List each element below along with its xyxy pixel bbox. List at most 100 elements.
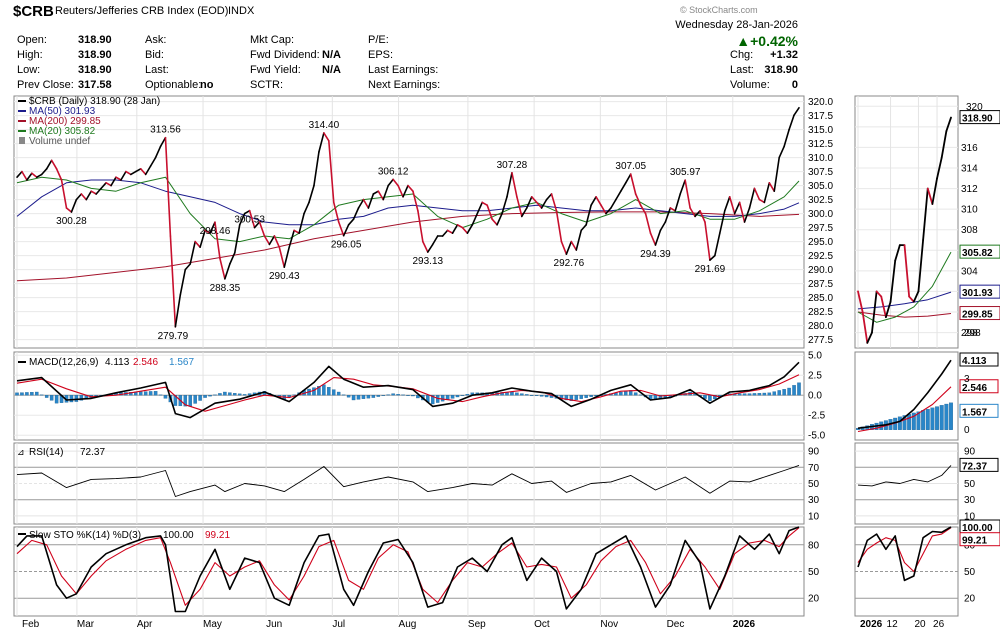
price-segment <box>550 193 558 212</box>
inset-tick-label: 312 <box>961 184 978 195</box>
price-segment <box>629 173 637 195</box>
macd-histogram-bar <box>39 394 44 396</box>
price-segment <box>441 229 449 237</box>
macd-histogram-bar <box>327 387 331 396</box>
macd-histogram-bar <box>401 394 405 396</box>
price-tick-label: 300.0 <box>808 209 833 220</box>
price-segment <box>144 165 152 176</box>
quote-label: Mkt Cap: <box>250 34 295 46</box>
price-tick-label: 317.5 <box>808 111 833 122</box>
price-segment <box>219 257 226 280</box>
inset-sto-tick-label: 50 <box>964 567 976 578</box>
macd-histogram-bar <box>69 395 74 403</box>
macd-histogram-bar <box>193 395 197 404</box>
inset-rsi-tick-label: 90 <box>964 447 976 458</box>
price-segment <box>615 190 622 201</box>
legend-volume-swatch <box>19 137 25 144</box>
price-segment <box>491 218 498 226</box>
macd-histogram-bar <box>792 385 796 396</box>
price-segment <box>525 196 533 209</box>
price-tick-label: 310.0 <box>808 153 833 164</box>
macd-histogram-bar <box>129 392 133 396</box>
price-tick-label: 315.0 <box>808 125 833 136</box>
sto-legend-label: Slow STO %K(14) %D(3) <box>29 530 141 541</box>
inset-tag-ma200-box <box>959 306 1000 321</box>
price-segment <box>530 196 538 204</box>
price-segment <box>120 170 127 181</box>
inset-macd-signal-line <box>857 386 952 433</box>
inset-sto-d-line <box>857 527 952 573</box>
macd-histogram-bar <box>312 387 316 396</box>
inset-tag-ma50: 301.93 <box>962 288 993 299</box>
price-segment <box>540 198 548 209</box>
price-segment <box>417 210 424 243</box>
price-segment <box>605 207 612 215</box>
inset-tick-label: 304 <box>961 266 978 277</box>
bottom-x-tick-label: Dec <box>667 619 685 630</box>
price-segment <box>501 196 508 215</box>
quote-label: EPS: <box>368 49 394 61</box>
inset-price-segment <box>940 130 948 159</box>
price-annotation: 291.69 <box>695 264 726 275</box>
inset-tag-hist: 1.567 <box>962 407 987 418</box>
inset-macd-histogram-bar <box>939 405 944 430</box>
price-segment <box>377 190 385 201</box>
price-segment <box>511 172 518 198</box>
price-annotation: 305.97 <box>670 167 701 178</box>
price-tick-label: 307.5 <box>808 167 833 178</box>
legend-ma200: MA(200) 299.85 <box>29 116 101 127</box>
macd-histogram-bar <box>15 392 19 396</box>
macd-histogram-bar <box>396 394 400 396</box>
inset-price-segment <box>926 187 934 205</box>
price-tick-label: 292.5 <box>808 251 833 262</box>
price-segment <box>773 156 781 192</box>
macd-histogram-bar <box>638 394 643 396</box>
inset-macd-tick: 0 <box>964 425 970 436</box>
price-segment <box>709 254 716 261</box>
quote-label: Bid: <box>145 49 164 61</box>
inset-macd-histogram-bar <box>911 412 916 430</box>
macd-histogram-bar <box>411 395 415 397</box>
inset-macd-histogram-bar <box>949 402 953 430</box>
price-segment <box>674 193 682 212</box>
inset-price-segment <box>917 239 924 293</box>
macd-histogram-bar <box>351 395 356 401</box>
quote-label: P/E: <box>368 34 389 46</box>
price-segment <box>555 210 563 243</box>
price-segment <box>16 170 23 178</box>
price-annotation: 313.56 <box>150 125 181 136</box>
price-segment <box>560 240 568 255</box>
inset-price-segment <box>889 259 897 303</box>
macd-histogram-bar <box>455 395 460 398</box>
macd-histogram-bar <box>148 391 153 396</box>
index-name: Reuters/Jefferies CRB Index (EOD) <box>55 5 229 17</box>
price-tick-label: 290.0 <box>808 265 833 276</box>
price-segment <box>90 190 97 195</box>
price-segment <box>194 240 201 248</box>
price-segment <box>649 232 657 246</box>
price-tick-label: 285.0 <box>808 293 833 304</box>
quote-label: Fwd Dividend: <box>250 49 320 61</box>
price-segment <box>229 252 236 265</box>
macd-histogram-bar <box>619 391 623 396</box>
price-segment <box>407 184 414 192</box>
price-segment <box>521 207 528 218</box>
macd-histogram-bar <box>35 391 39 396</box>
price-annotation: 298.46 <box>200 226 231 237</box>
price-segment <box>288 229 295 248</box>
macd-histogram-bar <box>777 390 781 396</box>
price-segment <box>699 210 706 223</box>
inset-sto-k-line <box>857 526 952 582</box>
inset-macd-histogram-bar <box>897 416 902 430</box>
macd-histogram-bar <box>589 395 593 397</box>
price-segment <box>100 182 107 190</box>
price-segment <box>788 114 795 131</box>
price-segment <box>214 221 221 260</box>
price-segment <box>233 224 241 254</box>
rsi-legend-label: RSI(14) <box>29 447 63 458</box>
macd-histogram-bar <box>223 391 227 396</box>
price-segment <box>570 240 578 251</box>
quote-label: High: <box>17 49 43 61</box>
sto-legend-k: 100.00 <box>163 530 194 541</box>
inset-tick-label: 308 <box>961 225 978 236</box>
